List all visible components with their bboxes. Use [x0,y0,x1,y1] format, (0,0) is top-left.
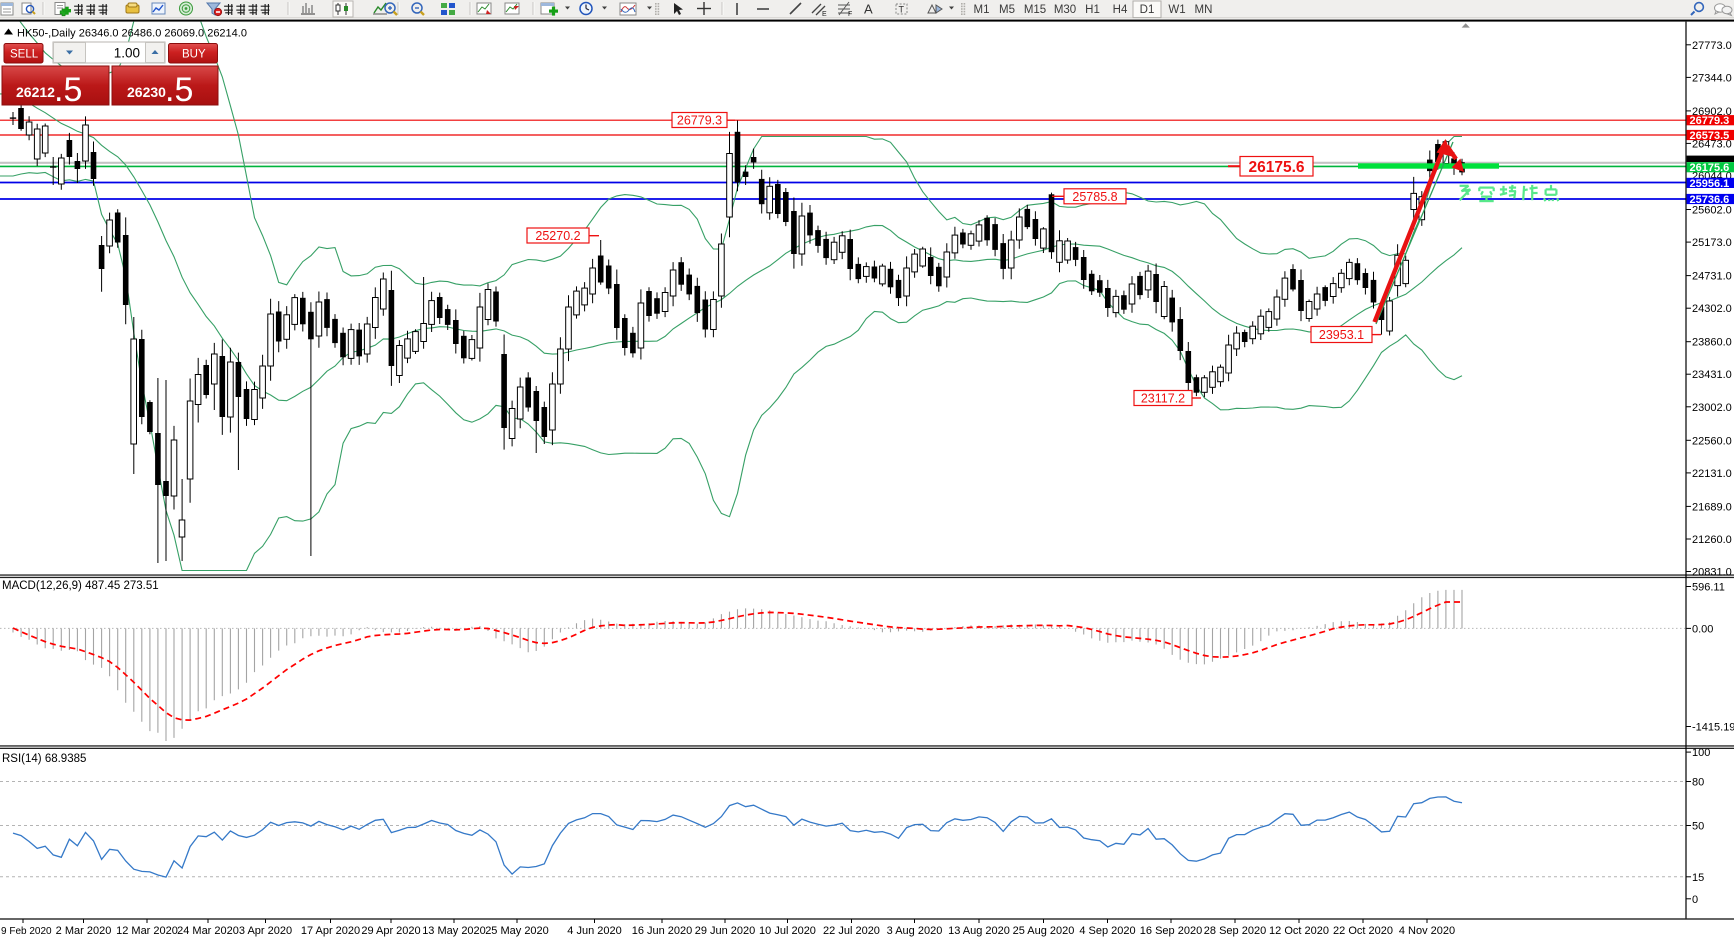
svg-text:26230: 26230 [127,84,166,100]
svg-text:26902.0: 26902.0 [1692,106,1732,118]
svg-text:24302.0: 24302.0 [1692,303,1732,315]
svg-text:BUY: BUY [182,49,206,61]
svg-text:26175.6: 26175.6 [1248,159,1304,176]
svg-text:23860.0: 23860.0 [1692,337,1732,349]
svg-text:20831.0: 20831.0 [1692,567,1732,579]
svg-text:17 Apr 2020: 17 Apr 2020 [301,925,360,937]
svg-text:16 Sep 2020: 16 Sep 2020 [1140,925,1202,937]
svg-text:0.00: 0.00 [1692,623,1713,635]
svg-text:27773.0: 27773.0 [1692,40,1732,52]
svg-text:25736.6: 25736.6 [1690,194,1730,206]
svg-text:80: 80 [1692,776,1704,788]
svg-text:A: A [864,2,873,17]
svg-text:24731.0: 24731.0 [1692,271,1732,283]
svg-text:13 Aug 2020: 13 Aug 2020 [948,925,1010,937]
svg-text:M1: M1 [974,4,990,16]
svg-text:26573.5: 26573.5 [1690,130,1730,142]
svg-text:25602.0: 25602.0 [1692,205,1732,217]
svg-text:29 Jun 2020: 29 Jun 2020 [695,925,756,937]
svg-text:26473.0: 26473.0 [1692,138,1732,150]
svg-text:25956.1: 25956.1 [1690,178,1730,190]
svg-text:10 Jul 2020: 10 Jul 2020 [759,925,816,937]
svg-text:4 Sep 2020: 4 Sep 2020 [1079,925,1135,937]
svg-text:HK50-,Daily 26346.0 26486.0 2: HK50-,Daily 26346.0 26486.0 26069.0 2621… [17,28,247,40]
svg-text:26779.3: 26779.3 [1690,115,1730,127]
svg-text:13 May 2020: 13 May 2020 [422,925,486,937]
svg-text:25 May 2020: 25 May 2020 [485,925,549,937]
svg-text:22560.0: 22560.0 [1692,435,1732,447]
svg-text:F: F [848,11,852,18]
svg-text:100: 100 [1692,747,1710,759]
svg-text:RSI(14) 68.9385: RSI(14) 68.9385 [2,753,86,765]
svg-text:23953.1: 23953.1 [1319,328,1364,342]
svg-text:SELL: SELL [10,49,39,61]
svg-text:W1: W1 [1168,4,1185,16]
svg-text:25785.8: 25785.8 [1072,190,1117,204]
svg-text:.5: .5 [54,71,82,109]
svg-text:26175.6: 26175.6 [1690,162,1730,174]
svg-text:25 Aug 2020: 25 Aug 2020 [1013,925,1075,937]
svg-text:H4: H4 [1113,4,1128,16]
svg-text:23002.0: 23002.0 [1692,402,1732,414]
svg-text:22131.0: 22131.0 [1692,468,1732,480]
svg-text:22 Oct 2020: 22 Oct 2020 [1333,925,1393,937]
svg-text:1.00: 1.00 [114,46,140,61]
svg-text:M30: M30 [1054,4,1076,16]
svg-text:12 Oct 2020: 12 Oct 2020 [1269,925,1329,937]
svg-text:D1: D1 [1140,4,1155,16]
svg-text:27344.0: 27344.0 [1692,72,1732,84]
svg-text:16 Jun 2020: 16 Jun 2020 [632,925,693,937]
svg-text:596.11: 596.11 [1692,582,1725,594]
svg-text:H1: H1 [1085,4,1100,16]
svg-text:21689.0: 21689.0 [1692,501,1732,513]
svg-text:3 Aug 2020: 3 Aug 2020 [887,925,943,937]
svg-text:MN: MN [1195,4,1213,16]
svg-text:22 Jul 2020: 22 Jul 2020 [823,925,880,937]
svg-text:12 Mar 2020: 12 Mar 2020 [116,925,178,937]
svg-text:M15: M15 [1024,4,1046,16]
svg-text:26779.3: 26779.3 [677,114,722,128]
svg-text:25173.0: 25173.0 [1692,237,1732,249]
svg-text:9 Feb 2020: 9 Feb 2020 [1,926,52,937]
svg-text:E: E [822,11,827,18]
svg-text:23117.2: 23117.2 [1141,392,1185,406]
svg-text:28 Sep 2020: 28 Sep 2020 [1204,925,1266,937]
svg-text:24 Mar 2020: 24 Mar 2020 [177,925,239,937]
svg-text:50: 50 [1692,820,1704,832]
svg-text:23431.0: 23431.0 [1692,369,1732,381]
svg-text:25270.2: 25270.2 [535,229,580,243]
svg-text:21260.0: 21260.0 [1692,534,1732,546]
svg-text:0: 0 [1692,894,1698,906]
svg-text:4 Nov 2020: 4 Nov 2020 [1399,925,1455,937]
svg-text:M5: M5 [999,4,1015,16]
svg-text:2 Mar 2020: 2 Mar 2020 [56,925,112,937]
svg-text:29 Apr 2020: 29 Apr 2020 [361,925,420,937]
svg-text:4 Jun 2020: 4 Jun 2020 [567,925,621,937]
svg-text:-1415.19: -1415.19 [1692,722,1734,734]
svg-text:MACD(12,26,9) 487.45 273.51: MACD(12,26,9) 487.45 273.51 [2,580,159,592]
svg-text:26212: 26212 [16,84,55,100]
svg-text:T: T [899,5,905,15]
svg-text:15: 15 [1692,872,1704,884]
svg-text:.5: .5 [165,71,193,109]
svg-text:3 Apr 2020: 3 Apr 2020 [239,925,292,937]
